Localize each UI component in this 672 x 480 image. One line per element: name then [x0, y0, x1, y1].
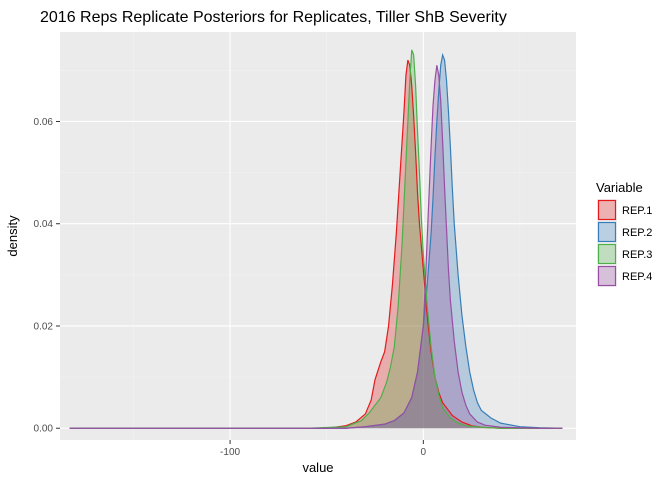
density-area-rep-2 — [69, 55, 563, 429]
legend-label-rep-2: REP.2 — [622, 227, 652, 239]
chart-title: 2016 Reps Replicate Posteriors for Repli… — [40, 9, 507, 26]
y-tick-label: 0.00 — [34, 424, 54, 435]
legend-swatch-rep-4 — [597, 265, 617, 287]
legend-key-bg — [597, 221, 617, 243]
plot-panel — [60, 32, 576, 440]
x-tick-label: 0 — [421, 447, 427, 458]
legend-label-rep-4: REP.4 — [622, 271, 652, 283]
density-lines — [69, 49, 563, 429]
y-axis: 0.00 0.02 0.04 0.06 — [34, 117, 60, 435]
y-tick-label: 0.02 — [34, 321, 54, 332]
legend-key-bg — [597, 243, 617, 265]
x-axis-title: value — [302, 460, 333, 475]
legend-label-rep-3: REP.3 — [622, 249, 652, 261]
density-area-rep-4 — [69, 65, 563, 429]
legend-key-bg — [597, 265, 617, 287]
legend-swatch-rep-1 — [597, 199, 617, 221]
legend-label-rep-1: REP.1 — [622, 205, 652, 217]
legend-swatch-rep-3 — [597, 243, 617, 265]
x-tick-label: -100 — [220, 447, 240, 458]
density-line-rep-3 — [69, 49, 563, 429]
density-line-rep-1 — [69, 59, 563, 429]
x-axis: -100 0 — [220, 440, 427, 458]
y-tick-label: 0.06 — [34, 117, 54, 128]
y-tick-label: 0.04 — [34, 219, 54, 230]
legend-swatch-rep-2 — [597, 221, 617, 243]
density-line-rep-4 — [69, 65, 563, 429]
y-axis-title: density — [5, 215, 20, 257]
legend-key-bg — [597, 199, 617, 221]
legend-title: Variable — [596, 180, 643, 195]
density-areas — [69, 49, 563, 429]
legend: Variable REP.1 REP.2 REP.3 REP.4 — [596, 180, 652, 287]
